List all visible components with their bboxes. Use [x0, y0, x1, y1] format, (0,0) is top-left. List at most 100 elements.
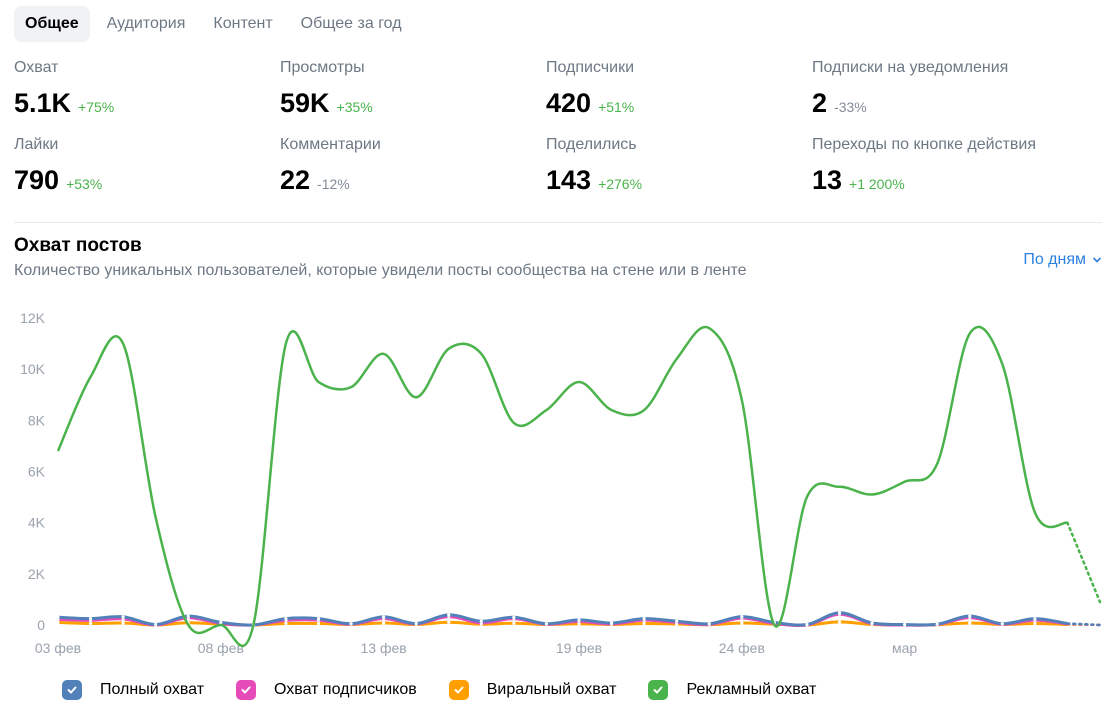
data-point	[447, 613, 451, 617]
y-tick-label: 6K	[28, 464, 46, 480]
stat-shares: Поделились 143 +276%	[546, 135, 812, 212]
series-forecast-line	[1066, 521, 1102, 604]
data-point	[121, 621, 125, 625]
data-point	[577, 622, 581, 626]
stat-delta: -12%	[317, 176, 350, 192]
checkbox-icon[interactable]	[648, 680, 669, 700]
stat-delta: +35%	[336, 99, 373, 115]
stats-grid: Охват 5.1K +75% Просмотры 59K +35% Подписч…	[14, 58, 1104, 212]
series-lines	[56, 325, 1102, 647]
data-point	[968, 621, 972, 625]
legend-label: Охват подписчиков	[274, 681, 417, 698]
period-label: По дням	[1023, 251, 1086, 268]
chart-legend: Полный охват Охват подписчиков Виральный…	[62, 680, 848, 700]
data-point	[1000, 622, 1004, 626]
x-axis: 03 фев 08 фев 13 фев 19 фев 24 фев мар	[35, 640, 918, 656]
stat-reach: Охват 5.1K +75%	[14, 58, 280, 135]
tab-year-summary[interactable]: Общее за год	[300, 15, 402, 32]
checkbox-icon[interactable]	[448, 680, 469, 700]
stat-notification-subs: Подписки на уведомления 2 -33%	[812, 58, 1104, 135]
data-point	[512, 621, 516, 625]
data-point	[447, 620, 451, 624]
x-tick-label: 13 фев	[361, 640, 407, 656]
checkbox-icon[interactable]	[236, 680, 257, 700]
stat-value: 420	[546, 88, 592, 118]
y-tick-label: 12K	[20, 310, 46, 326]
data-point	[186, 614, 190, 618]
data-point	[382, 615, 386, 619]
x-tick-label: мар	[892, 640, 917, 656]
legend-label: Рекламный охват	[686, 681, 817, 698]
legend-item-subscribers-reach[interactable]: Охват подписчиков	[236, 680, 417, 700]
stat-label: Переходы по кнопке действия	[812, 136, 1037, 153]
data-point	[740, 614, 744, 619]
data-point	[154, 622, 158, 627]
data-point	[414, 621, 418, 626]
stat-label: Поделились	[546, 136, 637, 153]
period-dropdown[interactable]: По дням	[1023, 251, 1102, 269]
reach-line-chart: 0 2K 4K 6K 8K 10K 12K 03 фев 08 фев 13 фев 19 фев…	[20, 310, 1102, 656]
series-forecast-line	[1066, 622, 1102, 627]
data-point	[903, 622, 907, 627]
stat-likes: Лайки 790 +53%	[14, 135, 280, 212]
data-point	[56, 615, 60, 619]
stat-delta: +1 200%	[849, 176, 905, 192]
data-point	[544, 622, 549, 626]
series-line	[56, 325, 1068, 647]
legend-label: Виральный охват	[486, 681, 617, 698]
stat-delta: +276%	[598, 176, 643, 192]
stat-label: Охват	[14, 59, 59, 76]
x-tick-label: 08 фев	[198, 640, 244, 656]
stat-label: Лайки	[14, 136, 59, 153]
data-point	[968, 614, 972, 618]
data-point	[1033, 621, 1037, 626]
legend-item-full-reach[interactable]: Полный охват	[62, 680, 204, 700]
data-point	[219, 620, 223, 625]
stat-comments: Комментарии 22 -12%	[280, 135, 546, 212]
data-point	[805, 622, 809, 627]
tab-content[interactable]: Контент	[213, 15, 273, 32]
series-line	[57, 611, 1068, 627]
stat-label: Подписчики	[546, 59, 635, 76]
data-point	[284, 621, 288, 626]
data-point	[837, 620, 842, 624]
stat-views: Просмотры 59K +35%	[280, 58, 546, 135]
chart-title: Охват постов	[14, 235, 142, 256]
stat-label: Просмотры	[280, 59, 365, 76]
stat-delta: +51%	[598, 99, 635, 115]
legend-label: Полный охват	[100, 681, 205, 698]
data-point	[935, 622, 939, 626]
data-point	[88, 621, 93, 626]
stat-value: 143	[546, 165, 592, 195]
tab-general[interactable]: Общее	[14, 6, 90, 42]
stat-label: Комментарии	[280, 136, 381, 153]
x-tick-label: 03 фев	[35, 640, 81, 656]
data-point	[870, 621, 874, 625]
checkbox-icon[interactable]	[62, 680, 82, 700]
data-point	[642, 621, 646, 626]
stat-delta: +53%	[66, 176, 103, 192]
chevron-down-icon	[1093, 257, 1101, 263]
data-point	[642, 617, 646, 621]
data-point	[740, 621, 744, 625]
data-point	[609, 621, 614, 625]
data-point	[512, 615, 516, 619]
stat-delta: -33%	[834, 99, 867, 115]
tab-audience[interactable]: Аудитория	[106, 15, 186, 32]
tabs-bar: Общее Аудитория Контент Общее за год	[14, 6, 419, 42]
legend-item-viral-reach[interactable]: Виральный охват	[448, 680, 617, 700]
data-point	[349, 622, 353, 626]
y-tick-label: 0	[37, 617, 45, 633]
x-tick-label: 19 фев	[556, 640, 602, 656]
stat-value: 22	[280, 165, 311, 195]
data-point	[577, 618, 581, 622]
section-divider	[14, 222, 1102, 223]
stat-value: 790	[14, 165, 60, 195]
data-point	[121, 615, 125, 619]
data-point	[707, 622, 711, 626]
y-tick-label: 10K	[20, 361, 46, 377]
legend-item-ads-reach[interactable]: Рекламный охват	[648, 680, 816, 700]
data-point	[1033, 617, 1037, 621]
stat-value: 59K	[280, 88, 330, 118]
data-point	[675, 619, 679, 623]
